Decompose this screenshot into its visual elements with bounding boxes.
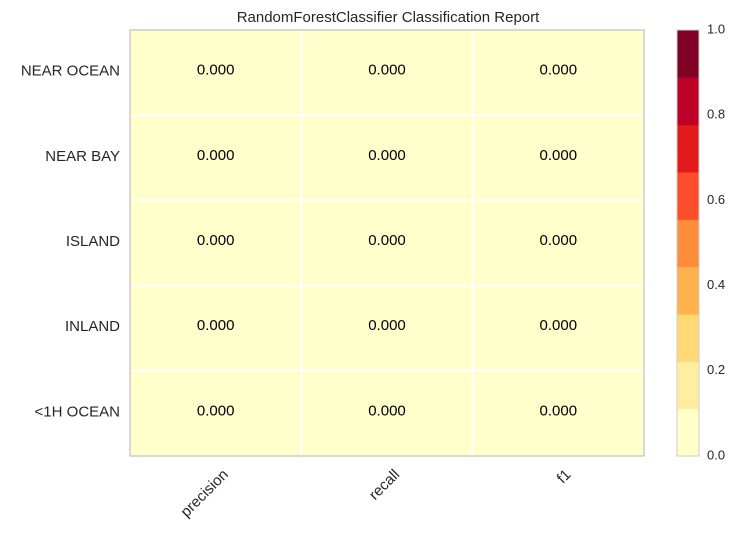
chart-title: RandomForestClassifier Classification Re… — [237, 9, 540, 26]
heatmap-cell — [301, 200, 473, 286]
colorbar-segment — [677, 408, 699, 457]
cell-value-label: 0.000 — [197, 402, 235, 419]
heatmap-cell — [301, 285, 473, 371]
row-label: ISLAND — [66, 233, 120, 250]
heatmap: 0.000 0.000 0.000 0.000 0.000 0.000 0.000 0.000… — [129, 29, 645, 457]
colorbar-tick-label: 0.2 — [707, 362, 725, 377]
plot-border — [129, 29, 645, 457]
heatmap-cell — [130, 115, 302, 201]
heatmap-cell — [130, 370, 302, 456]
cell-value-label: 0.000 — [368, 62, 406, 79]
colorbar-segment — [677, 124, 699, 173]
heatmap-cell — [130, 30, 302, 116]
colorbar-tick-label: 0.8 — [707, 107, 725, 122]
row-label: INLAND — [65, 318, 120, 335]
column-label: f1 — [554, 466, 575, 487]
cell-value-label: 0.000 — [197, 62, 235, 79]
cell-value-label: 0.000 — [368, 232, 406, 249]
row-label: NEAR BAY — [45, 148, 120, 165]
column-labels: precision recall f1 — [177, 466, 574, 520]
cell-value-label: 0.000 — [540, 317, 578, 334]
colorbar-tick-label: 0.6 — [707, 192, 725, 207]
colorbar-segment — [677, 77, 699, 126]
column-label: recall — [366, 466, 403, 503]
heatmap-cell — [472, 200, 644, 286]
column-label: precision — [177, 466, 231, 520]
cell-value-label: 0.000 — [540, 232, 578, 249]
heatmap-cell — [130, 200, 302, 286]
heatmap-cell — [472, 115, 644, 201]
colorbar-segment — [677, 219, 699, 268]
row-label: <1H OCEAN — [35, 403, 120, 420]
cell-value-label: 0.000 — [368, 317, 406, 334]
colorbar-tick-label: 0.0 — [707, 447, 725, 462]
heatmap-cell — [472, 285, 644, 371]
cell-value-label: 0.000 — [197, 317, 235, 334]
heatmap-cell — [472, 370, 644, 456]
colorbar-tick-label: 0.4 — [707, 277, 725, 292]
row-labels: NEAR OCEAN NEAR BAY ISLAND INLAND <1H OCEAN — [21, 63, 120, 421]
colorbar-segment — [677, 314, 699, 362]
colorbar-segment — [677, 172, 699, 220]
colorbar-border — [676, 29, 700, 457]
colorbar-tick-label: 1.0 — [707, 21, 725, 36]
heatmap-cell — [301, 30, 473, 116]
colorbar: 0.0 0.2 0.4 0.6 0.8 1.0 — [676, 21, 725, 462]
cell-value-label: 0.000 — [368, 402, 406, 419]
cell-value-label: 0.000 — [197, 232, 235, 249]
cell-value-label: 0.000 — [540, 147, 578, 164]
cell-value-label: 0.000 — [197, 147, 235, 164]
heatmap-cell — [130, 285, 302, 371]
colorbar-segment — [677, 361, 699, 410]
colorbar-segment — [677, 30, 699, 78]
heatmap-cell — [301, 370, 473, 456]
heatmap-cell — [301, 115, 473, 201]
cell-value-label: 0.000 — [540, 402, 578, 419]
colorbar-segment — [677, 266, 699, 315]
row-label: NEAR OCEAN — [21, 63, 120, 80]
heatmap-cell — [472, 30, 644, 116]
cell-value-label: 0.000 — [368, 147, 406, 164]
cell-value-label: 0.000 — [540, 62, 578, 79]
